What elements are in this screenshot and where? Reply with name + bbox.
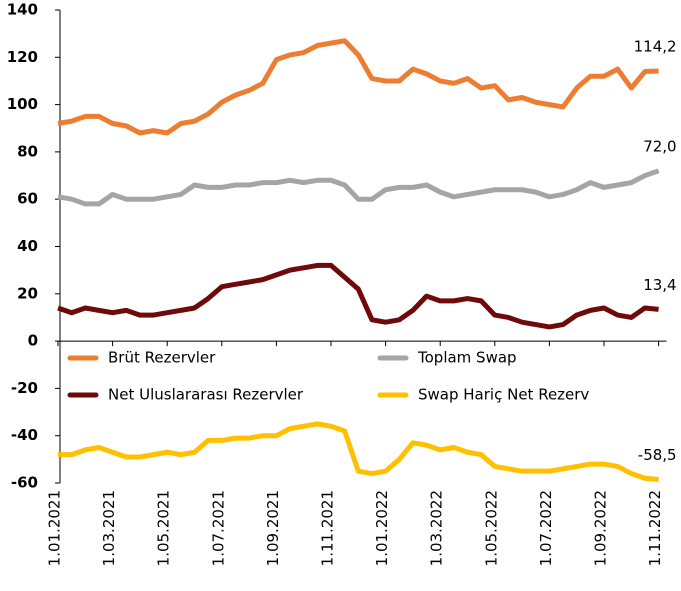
y-tick-label: 20 xyxy=(17,284,38,302)
legend-label: Brüt Rezervler xyxy=(108,349,216,367)
value-label: 13,4 xyxy=(643,276,676,294)
x-tick-label: 1.05.2021 xyxy=(155,490,173,566)
y-tick-label: 60 xyxy=(17,190,38,208)
series-line xyxy=(58,421,659,482)
x-tick-label: 1.11.2021 xyxy=(319,490,337,566)
value-label: 72,0 xyxy=(643,137,676,155)
y-tick-label: 80 xyxy=(17,142,38,160)
y-tick-label: -40 xyxy=(11,426,38,444)
x-tick-label: 1.05.2022 xyxy=(482,490,500,566)
legend-label: Net Uluslararası Rezervler xyxy=(108,386,304,404)
x-tick-label: 1.07.2021 xyxy=(209,490,227,566)
y-tick-label: 0 xyxy=(28,332,38,350)
x-tick-label: 1.11.2022 xyxy=(646,490,664,566)
y-tick-label: 100 xyxy=(7,95,38,113)
x-tick-label: 1.03.2021 xyxy=(100,490,118,566)
y-tick-label: 140 xyxy=(7,1,38,19)
legend-label: Swap Hariç Net Rezerv xyxy=(418,386,589,404)
series-line xyxy=(57,38,659,136)
y-tick-label: 40 xyxy=(17,237,38,255)
series-line xyxy=(57,168,660,207)
x-tick-label: 1.03.2022 xyxy=(428,490,446,566)
value-label: 114,2 xyxy=(634,38,677,56)
x-tick-label: 1.09.2021 xyxy=(264,490,282,566)
y-tick-label: -60 xyxy=(11,474,38,492)
value-label: -58,5 xyxy=(638,446,677,464)
x-tick-label: 1.01.2022 xyxy=(373,490,391,566)
series-line xyxy=(57,262,659,330)
x-tick-label: 1.09.2022 xyxy=(592,490,610,566)
x-tick-label: 1.07.2022 xyxy=(537,490,555,566)
y-tick-label: -20 xyxy=(11,379,38,397)
legend-label: Toplam Swap xyxy=(417,349,517,367)
x-tick-label: 1.01.2021 xyxy=(46,490,64,566)
y-tick-label: 120 xyxy=(7,48,38,66)
